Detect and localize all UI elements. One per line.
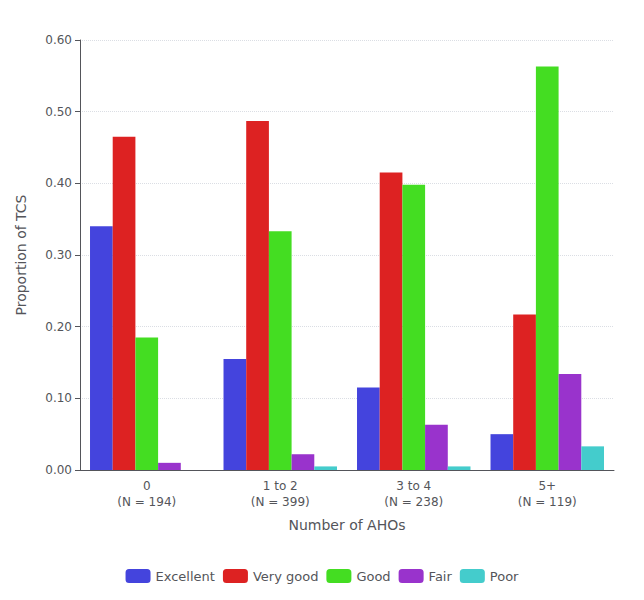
svg-text:(N = 238): (N = 238) [384, 495, 443, 509]
svg-text:0: 0 [143, 479, 151, 493]
svg-text:0.30: 0.30 [45, 248, 72, 262]
svg-text:(N = 119): (N = 119) [518, 495, 577, 509]
svg-text:Fair: Fair [429, 569, 453, 584]
svg-text:Excellent: Excellent [156, 569, 215, 584]
svg-text:3 to 4: 3 to 4 [396, 479, 431, 493]
svg-text:0.60: 0.60 [45, 33, 72, 47]
svg-text:0.00: 0.00 [45, 463, 72, 477]
svg-text:Proportion of TCS: Proportion of TCS [13, 194, 29, 315]
svg-text:0.40: 0.40 [45, 176, 72, 190]
svg-text:1 to 2: 1 to 2 [263, 479, 298, 493]
svg-text:Very good: Very good [253, 569, 318, 584]
svg-text:0.50: 0.50 [45, 105, 72, 119]
svg-text:0.10: 0.10 [45, 391, 72, 405]
svg-text:0.20: 0.20 [45, 320, 72, 334]
svg-text:(N = 399): (N = 399) [251, 495, 310, 509]
svg-text:Number of AHOs: Number of AHOs [288, 517, 405, 533]
svg-text:5+: 5+ [538, 479, 556, 493]
svg-text:(N = 194): (N = 194) [117, 495, 176, 509]
svg-text:Good: Good [356, 569, 390, 584]
svg-text:Poor: Poor [490, 569, 519, 584]
